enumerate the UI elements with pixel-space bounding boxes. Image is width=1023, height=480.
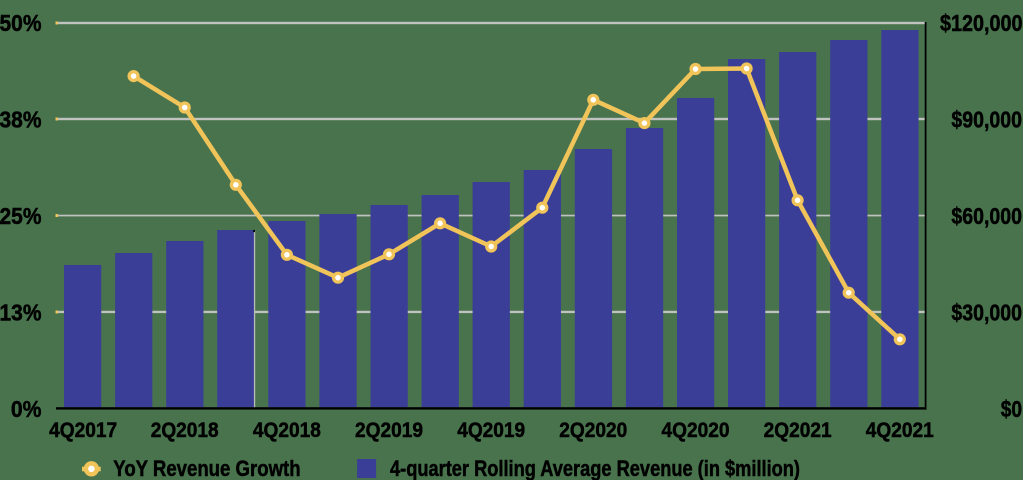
svg-text:$120,000: $120,000 — [940, 10, 1023, 36]
svg-text:2Q2020: 2Q2020 — [559, 419, 627, 442]
svg-text:4Q2021: 4Q2021 — [866, 419, 934, 442]
svg-text:$0: $0 — [1001, 396, 1022, 422]
svg-text:4-quarter Rolling Average Reve: 4-quarter Rolling Average Revenue (in $m… — [390, 456, 800, 480]
svg-text:38%: 38% — [0, 107, 42, 133]
svg-text:50%: 50% — [0, 10, 42, 36]
svg-text:2Q2018: 2Q2018 — [151, 419, 219, 442]
svg-text:4Q2020: 4Q2020 — [662, 419, 730, 442]
svg-text:$30,000: $30,000 — [951, 299, 1022, 325]
svg-text:$60,000: $60,000 — [951, 203, 1022, 229]
svg-text:13%: 13% — [0, 299, 42, 325]
svg-text:2Q2021: 2Q2021 — [764, 419, 832, 442]
svg-text:$90,000: $90,000 — [951, 107, 1022, 133]
svg-text:4Q2017: 4Q2017 — [49, 419, 117, 442]
svg-text:0%: 0% — [11, 396, 42, 422]
svg-text:4Q2018: 4Q2018 — [253, 419, 321, 442]
svg-text:25%: 25% — [0, 203, 42, 229]
svg-text:4Q2019: 4Q2019 — [457, 419, 525, 442]
svg-text:2Q2019: 2Q2019 — [355, 419, 423, 442]
svg-text:YoY Revenue Growth: YoY Revenue Growth — [113, 456, 300, 480]
